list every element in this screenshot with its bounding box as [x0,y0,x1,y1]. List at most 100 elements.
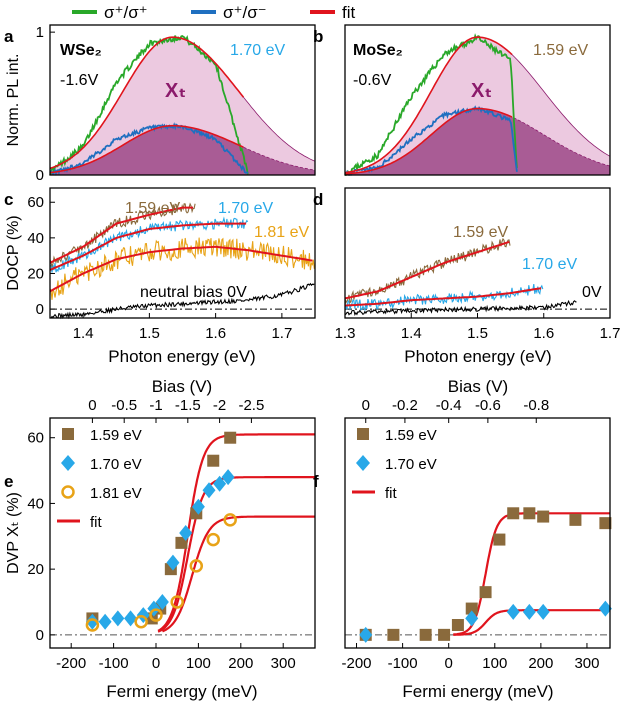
f-plot-point-square-12 [599,517,612,530]
a-plot-ytick-label-0: 0 [36,167,44,184]
f-plot-xtick-label-5: 300 [574,655,599,672]
panel-b-plot [344,33,611,177]
f-plot-xtick-label-1: -100 [388,655,418,672]
legend-label-copol: σ⁺/σ⁺ [104,3,148,22]
e-plot-point-diamond-0 [85,613,99,630]
c-plot-ytick-label-2: 40 [27,230,44,247]
f-plot-point-square-3 [438,628,451,641]
f-plot-xtick-label-2: 0 [445,655,453,672]
panel-c-plot: 1.4 1.5 1.6 1.7 0 20 40 60 [27,194,315,342]
c-plot-ytick-label-1: 20 [27,265,44,282]
e-plot-toptick-label-2: -1 [149,397,162,414]
e-plot-point-square-6 [207,454,220,467]
a-plot-fit-1 [49,124,244,174]
f-plot-xtick-label-4: 200 [528,655,553,672]
panel-c-label-181: 1.81 eV [254,224,309,241]
c-plot-xtick-label-1: 1.5 [139,325,160,342]
e-plot-ytick-label-3: 60 [27,430,44,447]
panel-a-bias: -1.6V [60,72,99,89]
panel-f-legend-170: 1.70 eV [385,456,437,473]
panel-f-plot: -200 -100 0 100 200 300 0 -0.2 -0.4 -0.6 -0.8 [342,397,612,672]
e-plot-toptick-label-5: -2.5 [238,397,264,414]
dvp-ylabel: DVP Xₜ (%) [5,492,22,574]
e-plot-fit-2 [161,515,315,633]
e-plot-point-circle-6 [223,513,237,527]
panel-b-material: MoSe₂ [353,42,403,59]
panel-d-label-0v: 0V [582,284,602,301]
c-plot-series-1-59-eV [49,202,196,269]
f-plot-point-diamond-3 [522,603,536,620]
legend-label-crosspol: σ⁺/σ⁻ [223,3,267,22]
e-plot-point-circle-3 [170,595,184,609]
f-plot-point-diamond-4 [536,603,550,620]
b-plot-data-copol [345,33,518,176]
panel-d: 1.3 1.4 1.5 1.6 1.7 1.59 eV 1.70 eV 0V Photo… [335,187,621,366]
panel-f-frame [344,417,611,649]
panel-b-frame [344,24,611,176]
legend-label-fit: fit [342,3,356,22]
panel-c: 1.4 1.5 1.6 1.7 0 20 40 60 1.59 eV 1.70 eV 1.81… [5,187,316,366]
f-plot-point-square-6 [479,586,492,599]
c-plot-series-1-81-eV [49,237,315,300]
e-plot-point-circle-2 [149,608,163,622]
f-plot-toptick-label-3: -0.6 [475,397,501,414]
e-plot-fit-1 [157,476,315,633]
f-plot-point-diamond-5 [598,600,612,617]
f-plot-toptick-label-4: -0.8 [523,397,549,414]
c-plot-fit-1-59-eV [49,206,194,264]
panel-letter-d: d [313,190,323,209]
d-plot-xtick-label-3: 1.6 [533,325,554,342]
panel-e-xlabel: Fermi energy (meV) [106,682,257,701]
e-plot-point-circle-5 [206,532,220,547]
panel-e-legend: 1.59 eV 1.70 eV 1.81 eV fit [57,427,142,531]
c-plot-xtick-label-0: 1.4 [73,325,94,342]
f-plot-point-square-5 [465,602,478,615]
panel-b: MoSe₂ -0.6V 1.59 eV Xₜ [344,24,611,177]
f-plot-xtick-label-0: -200 [342,655,372,672]
panel-f: Bias (V) -200 -100 0 100 200 300 0 -0.2 -0.4 -0.6… [342,377,612,701]
panel-a-xt-label: Xₜ [165,80,186,102]
panel-f-legend: 1.59 eV 1.70 eV fit [352,427,437,502]
panel-e-legend-181: 1.81 eV [90,485,142,502]
d-plot-fit-1-70-eV [344,287,542,307]
legend-marker-square [62,428,74,440]
f-plot-point-square-11 [569,513,582,526]
f-plot-point-square-7 [493,533,506,546]
e-plot-point-diamond-12 [221,469,235,486]
e-plot-point-diamond-2 [111,610,125,627]
d-plot-series-1-70-eV [344,284,544,312]
f-plot-point-square-4 [451,619,464,631]
e-plot-ytick-label-1: 20 [27,561,44,578]
a-plot-data-crosspol [49,122,249,176]
e-plot-point-circle-0 [85,618,100,632]
panel-c-frame [49,187,316,319]
panel-letter-f: f [313,472,319,491]
panel-c-label-neutral: neutral bias 0V [140,284,247,301]
e-plot-toptick-label-0: 0 [88,397,96,414]
panel-a-material: WSe₂ [60,42,102,59]
f-plot-point-diamond-1 [465,610,479,627]
panel-e-legend-fit: fit [90,514,103,531]
c-plot-fit-1-70-eV [49,222,247,271]
e-plot-point-square-4 [175,536,188,549]
d-plot-xtick-label-0: 1.3 [335,325,356,342]
e-plot-point-diamond-3 [124,610,138,627]
panel-letter-c: c [4,190,13,209]
e-plot-point-diamond-8 [179,525,193,541]
panel-a-frame [49,24,316,176]
c-plot-fit-1-81-eV [49,245,313,293]
legend-marker-diamond-f [356,455,370,471]
e-plot-xtick-label-5: 300 [271,655,296,672]
e-plot-xtick-label-1: -100 [99,655,129,672]
panel-f-xlabel: Fermi energy (meV) [402,682,553,701]
d-plot-xtick-label-4: 1.7 [600,325,621,342]
f-plot-toptick-label-1: -0.2 [392,397,418,414]
panel-e-legend-159: 1.59 eV [90,427,142,444]
panel-e-frame [49,417,316,649]
a-plot-fit-0 [49,36,245,170]
f-plot-point-square-1 [387,628,400,641]
e-plot-xtick-label-2: 0 [152,655,160,672]
f-plot-toptick-label-2: -0.4 [436,397,462,414]
legend-marker-square-f [357,428,369,440]
e-plot-fit-0 [157,433,315,632]
